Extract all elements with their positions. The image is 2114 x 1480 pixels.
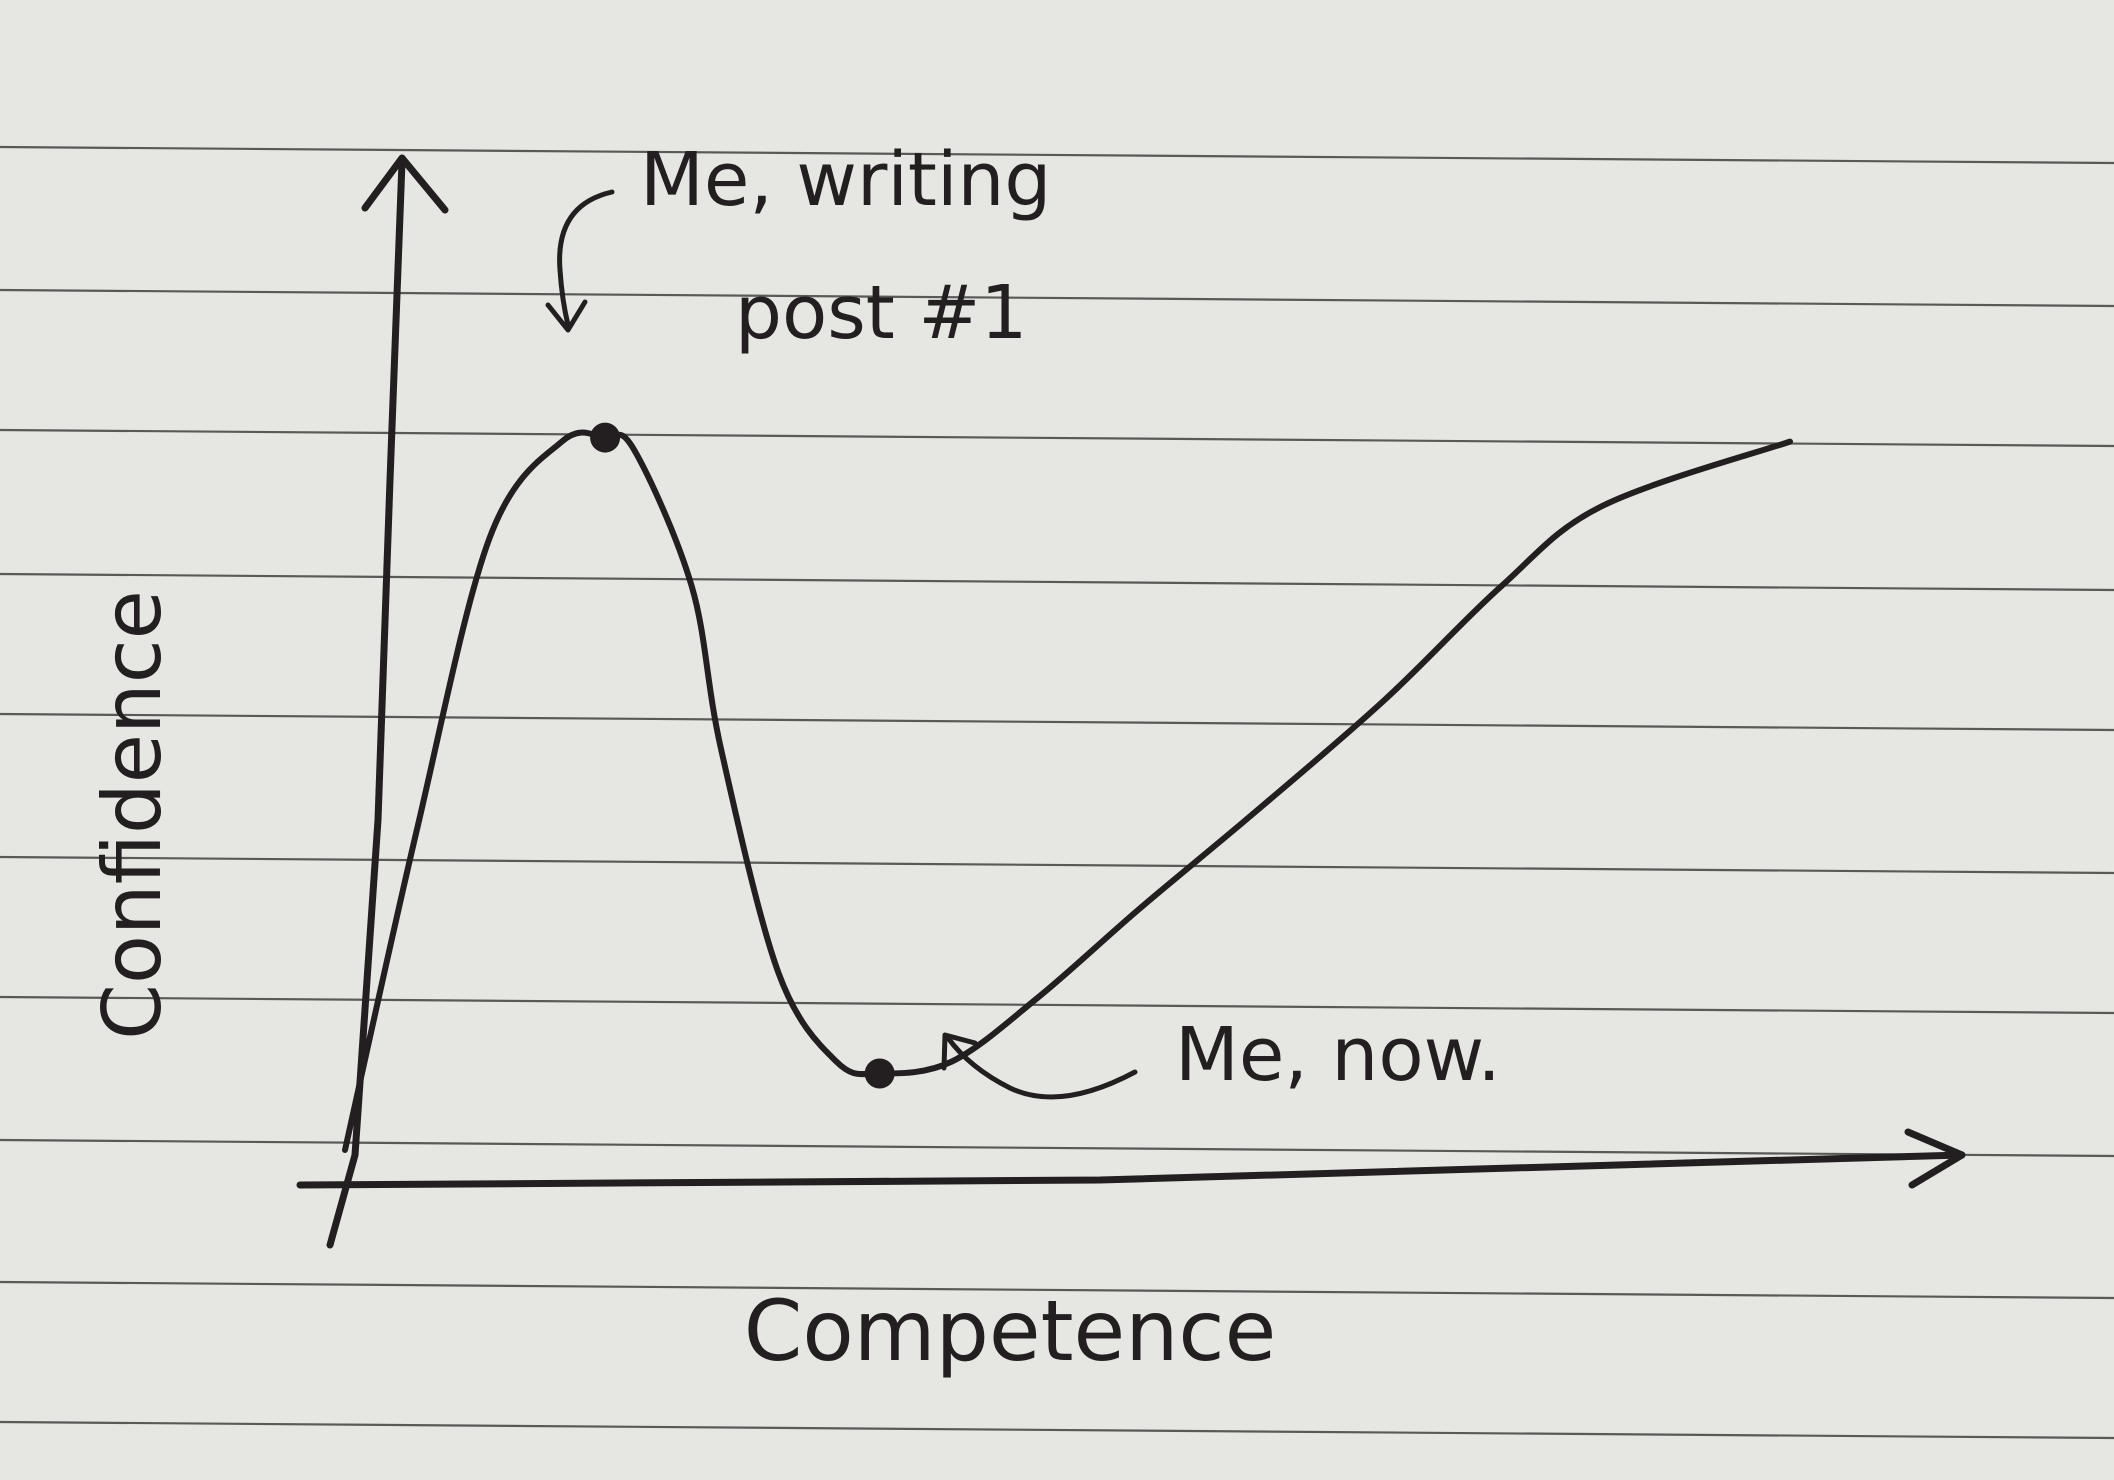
y-axis-line xyxy=(326,158,406,1249)
ruled-line xyxy=(0,428,2114,448)
y-axis-arrowhead xyxy=(361,154,449,214)
valley-point xyxy=(864,1058,895,1089)
ruled-line xyxy=(0,288,2114,308)
ruled-line xyxy=(0,1420,2114,1440)
x-axis-label: Competence xyxy=(744,1282,1277,1380)
y-axis-label: Confidence xyxy=(86,590,179,1040)
annotation-arrow-now xyxy=(945,1035,1138,1100)
ruled-line xyxy=(0,145,2114,165)
ruled-line xyxy=(0,572,2114,592)
annotation-peak-label-line1: Me, writing xyxy=(640,137,1051,223)
x-axis-line xyxy=(296,1151,1966,1189)
x-axis-arrowhead xyxy=(1904,1128,1966,1189)
annotation-now-label: Me, now. xyxy=(1175,1012,1501,1098)
series-line xyxy=(342,429,1793,1153)
annotation-peak-label-line2: post #1 xyxy=(735,270,1027,356)
peak-point xyxy=(590,422,621,453)
annotation-arrowhead-peak xyxy=(545,299,588,333)
ruled-line xyxy=(0,855,2114,875)
annotated-points xyxy=(590,422,895,1089)
ruled-line xyxy=(0,1138,2114,1158)
ruled-line xyxy=(0,712,2114,732)
annotation-arrow-peak xyxy=(557,189,615,328)
ruled-line xyxy=(0,995,2114,1015)
notebook-ruled-lines xyxy=(0,145,2114,1440)
chart-axes xyxy=(296,154,1966,1249)
ruled-line xyxy=(0,1280,2114,1300)
annotation-arrowhead-now xyxy=(941,1032,978,1071)
